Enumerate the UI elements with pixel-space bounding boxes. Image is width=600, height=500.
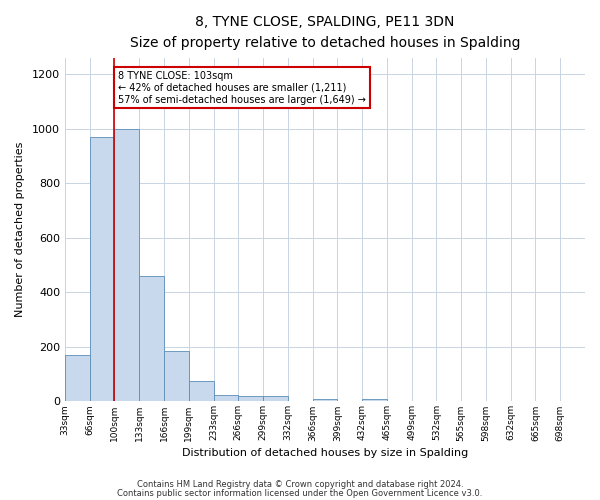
Bar bbox=[115, 128, 139, 402]
Bar bbox=[313, 398, 337, 402]
Text: Contains HM Land Registry data © Crown copyright and database right 2024.: Contains HM Land Registry data © Crown c… bbox=[137, 480, 463, 489]
Text: Contains public sector information licensed under the Open Government Licence v3: Contains public sector information licen… bbox=[118, 488, 482, 498]
Bar bbox=[139, 276, 164, 402]
Y-axis label: Number of detached properties: Number of detached properties bbox=[15, 142, 25, 317]
Title: 8, TYNE CLOSE, SPALDING, PE11 3DN
Size of property relative to detached houses i: 8, TYNE CLOSE, SPALDING, PE11 3DN Size o… bbox=[130, 15, 520, 50]
Bar bbox=[65, 355, 89, 402]
Bar bbox=[263, 396, 288, 402]
Bar bbox=[189, 381, 214, 402]
Bar bbox=[164, 351, 189, 402]
Bar bbox=[89, 137, 115, 402]
Text: 8 TYNE CLOSE: 103sqm
← 42% of detached houses are smaller (1,211)
57% of semi-de: 8 TYNE CLOSE: 103sqm ← 42% of detached h… bbox=[118, 72, 366, 104]
Bar bbox=[238, 396, 263, 402]
Bar bbox=[214, 394, 238, 402]
Bar bbox=[362, 398, 387, 402]
X-axis label: Distribution of detached houses by size in Spalding: Distribution of detached houses by size … bbox=[182, 448, 468, 458]
